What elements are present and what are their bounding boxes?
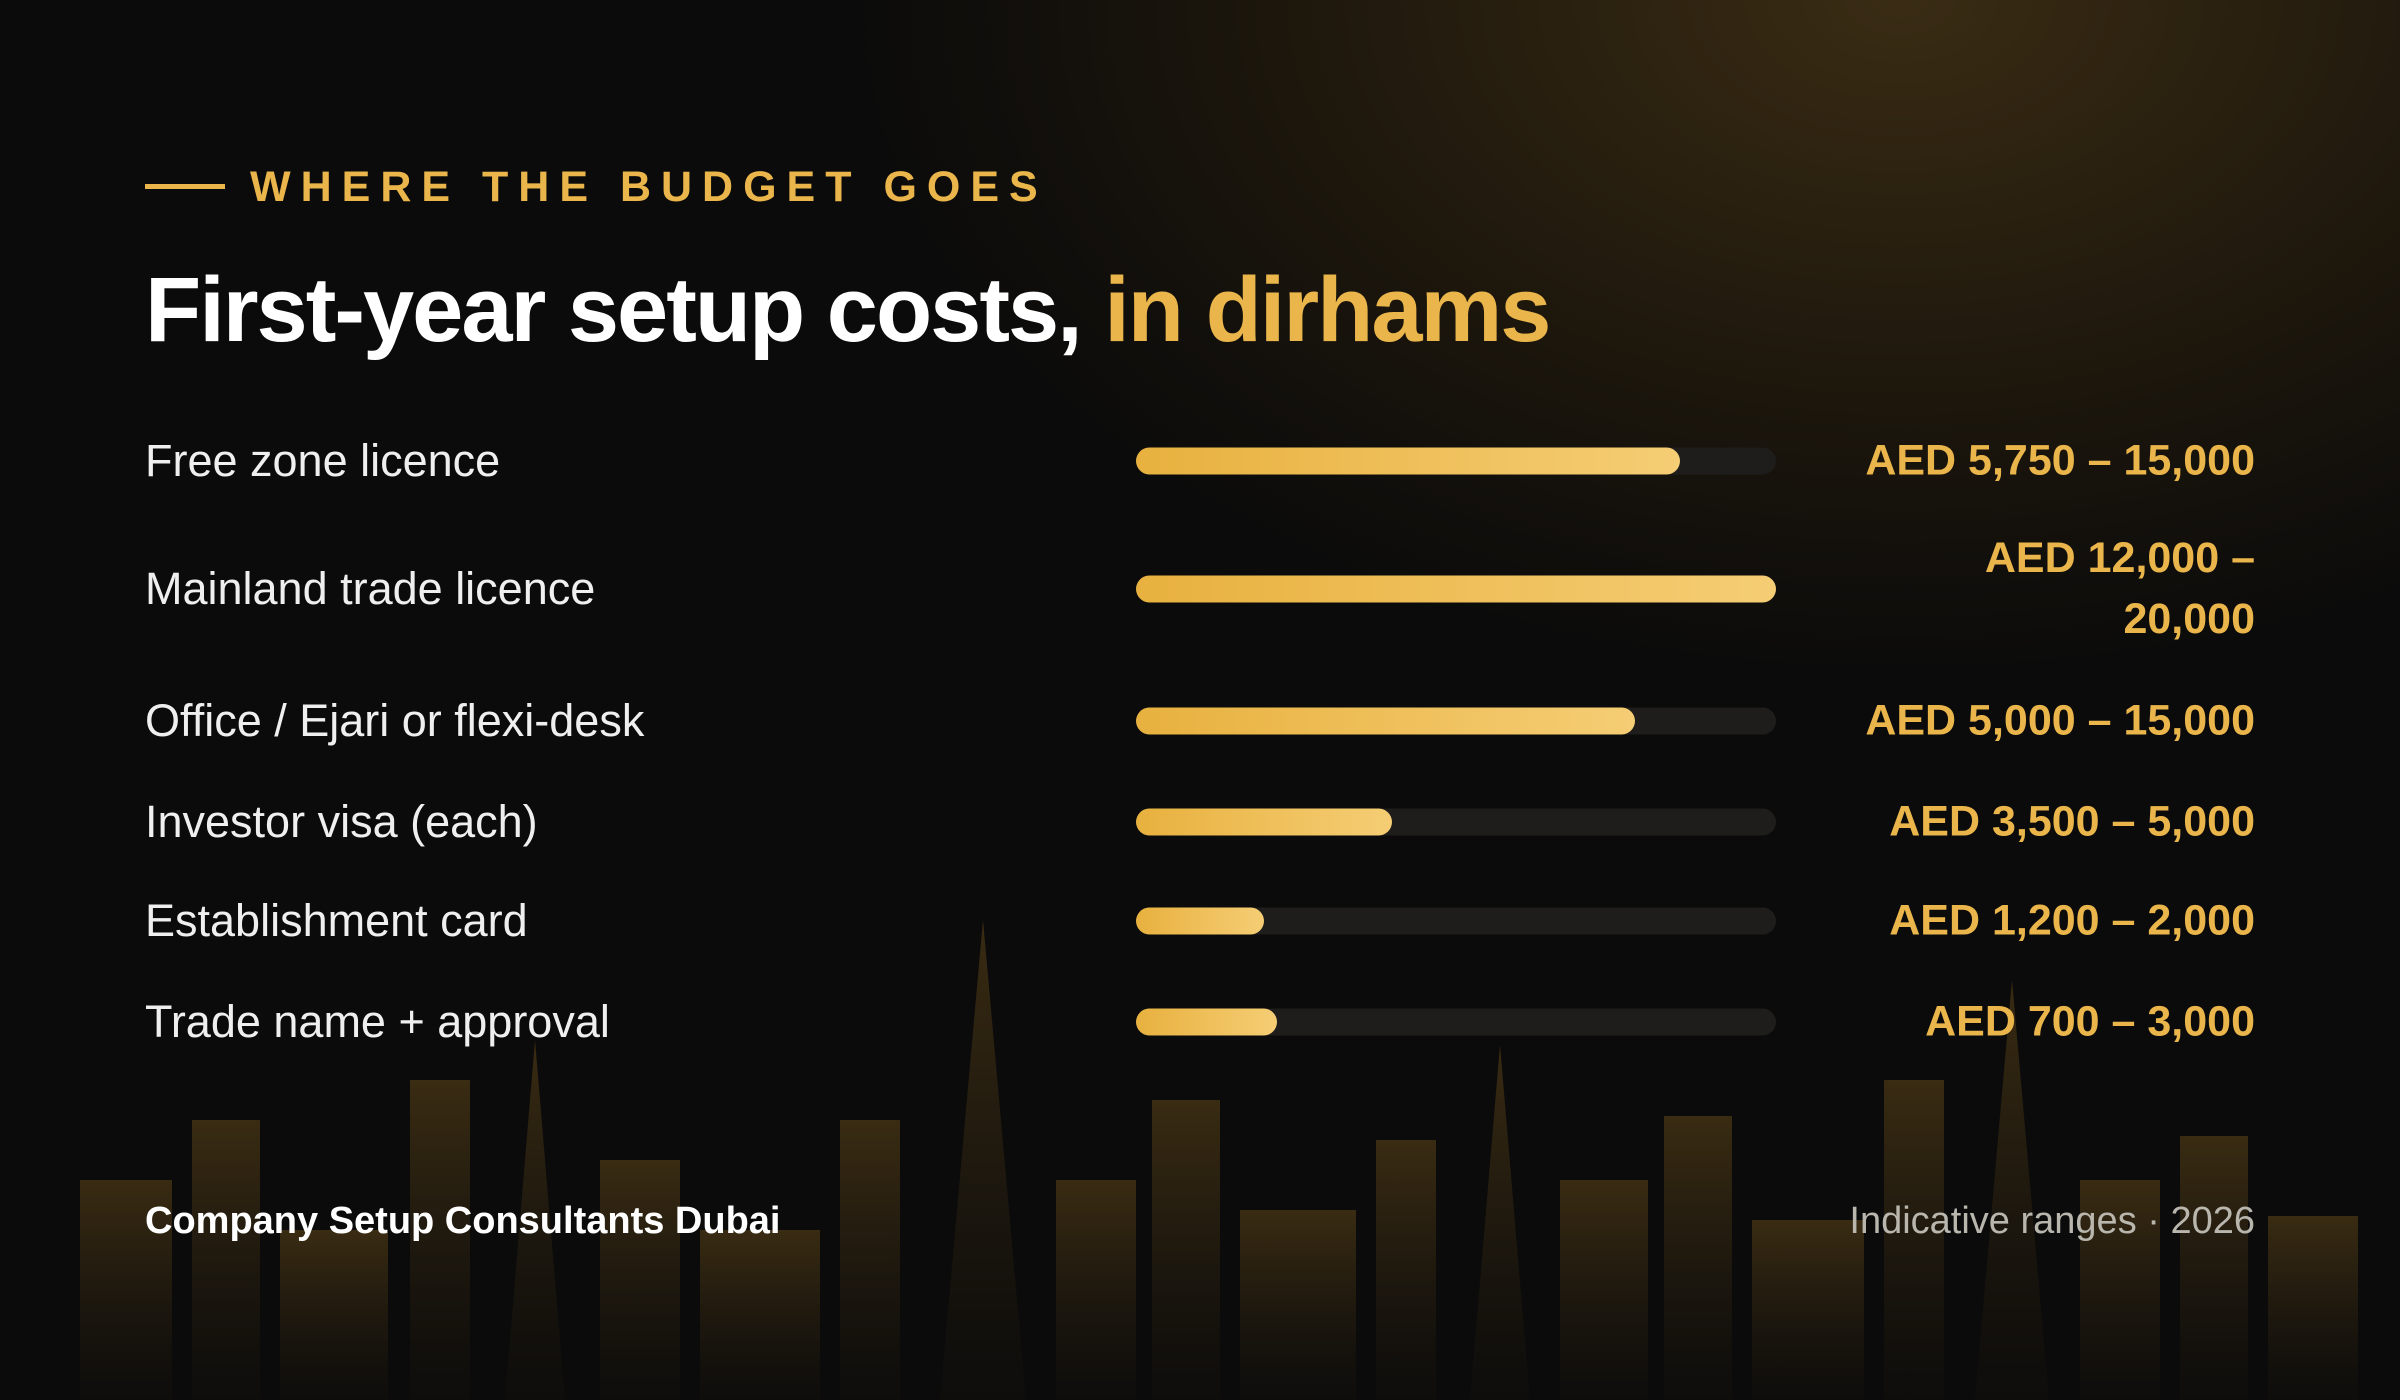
title-highlight: in dirhams: [1104, 259, 1551, 361]
title-text: First-year setup costs,: [145, 259, 1083, 361]
bar-track: [1136, 907, 1776, 935]
category-label: Mainland trade licence: [145, 563, 596, 614]
range-label: AED 12,000 – 20,000: [1984, 534, 2255, 643]
category-label: Establishment card: [145, 895, 528, 946]
footer-brand: Company Setup Consultants Dubai: [145, 1200, 781, 1242]
bar: [1136, 1008, 1277, 1036]
bar: [1136, 808, 1392, 836]
footer-note: Indicative ranges · 2026: [1849, 1200, 2255, 1242]
bar-track: [1136, 447, 1776, 475]
range-label: AED 5,000 – 15,000: [1865, 696, 2255, 745]
category-label: Free zone licence: [145, 435, 501, 486]
range-label: AED 700 – 3,000: [1925, 997, 2255, 1046]
category-label: Trade name + approval: [145, 996, 610, 1047]
bar-track: [1136, 707, 1776, 735]
bar-track: [1136, 575, 1776, 603]
bar: [1136, 907, 1264, 935]
range-label: AED 5,750 – 15,000: [1865, 436, 2255, 485]
eyebrow-rule: [145, 184, 225, 189]
category-label: Investor visa (each): [145, 796, 538, 847]
range-label: AED 3,500 – 5,000: [1889, 797, 2255, 846]
buildings: [80, 920, 2358, 1400]
chart-title: First-year setup costs, in dirhams: [145, 258, 1551, 363]
eyebrow: WHERE THE BUDGET GOES: [250, 163, 1048, 211]
category-label: Office / Ejari or flexi-desk: [145, 695, 645, 746]
bar-track: [1136, 1008, 1776, 1036]
bar: [1136, 707, 1636, 735]
bar: [1136, 447, 1680, 475]
range-label: AED 1,200 – 2,000: [1889, 896, 2255, 945]
bar: [1136, 575, 1776, 603]
bar-track: [1136, 808, 1776, 836]
